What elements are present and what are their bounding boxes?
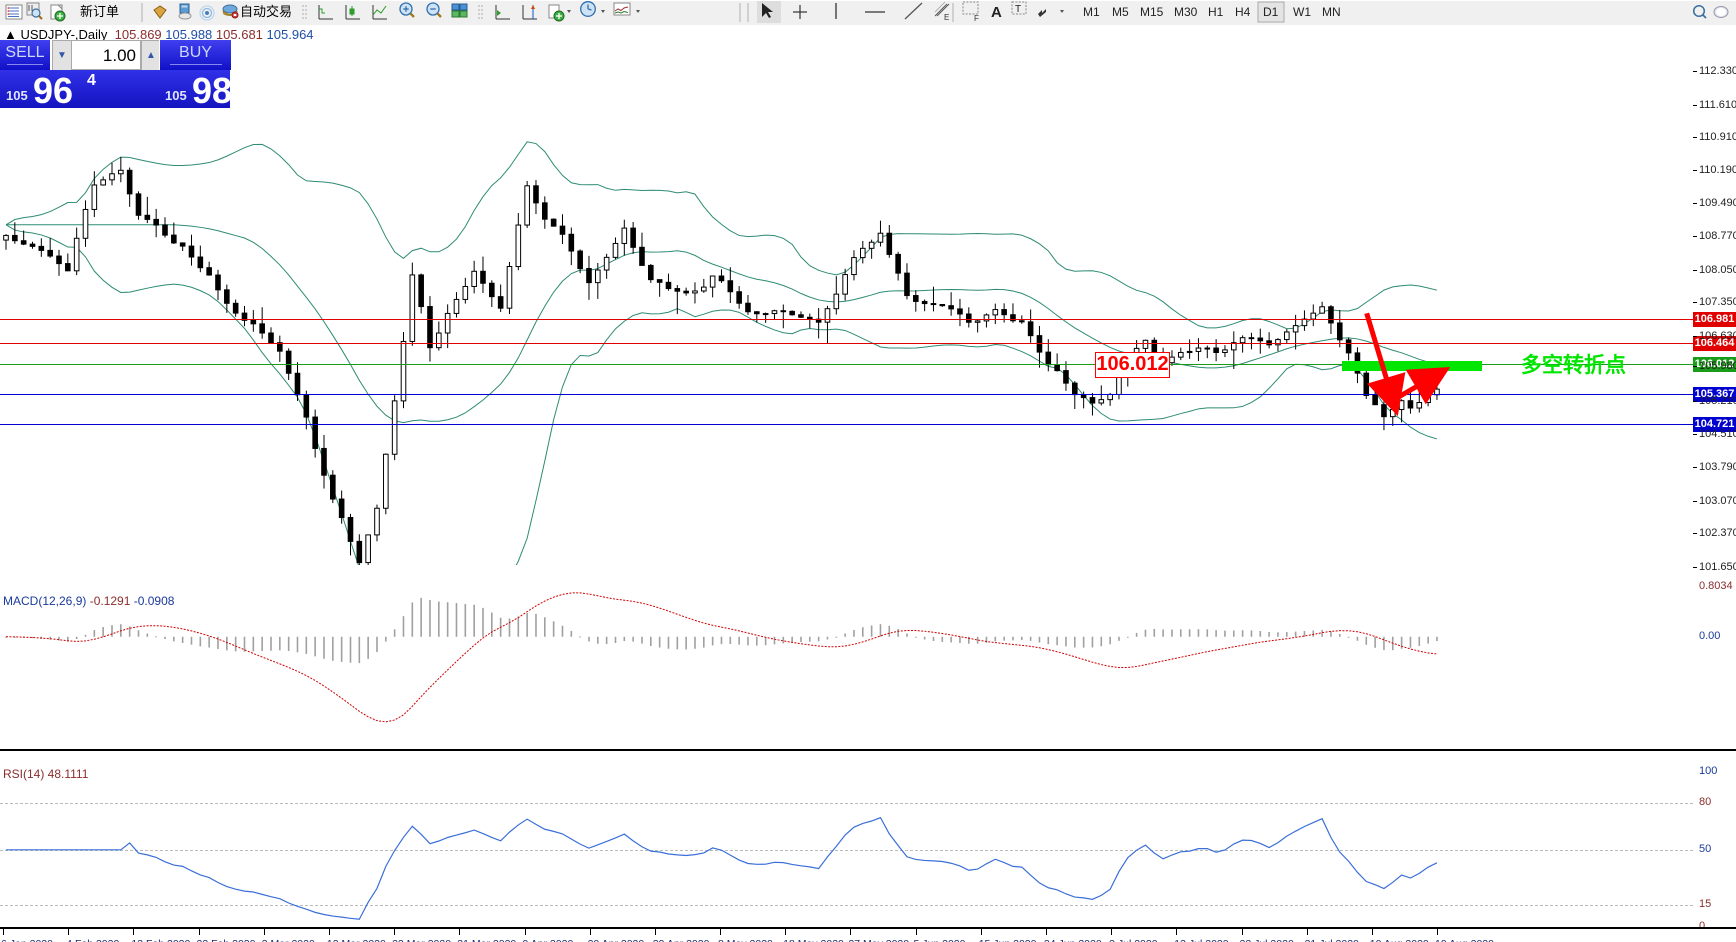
svg-text:MN: MN [1322, 5, 1341, 19]
svg-text:M1: M1 [1083, 5, 1100, 19]
svg-text:T: T [1015, 4, 1021, 15]
svg-text:M5: M5 [1112, 5, 1129, 19]
svg-text:H1: H1 [1208, 5, 1224, 19]
svg-text:A: A [991, 4, 1002, 21]
svg-text:E: E [944, 13, 949, 22]
svg-text:H4: H4 [1235, 5, 1251, 19]
svg-text:F: F [974, 14, 979, 23]
svg-text:自动交易: 自动交易 [240, 4, 292, 19]
svg-text:W1: W1 [1293, 5, 1311, 19]
svg-text:新订单: 新订单 [80, 4, 119, 19]
svg-text:M30: M30 [1174, 5, 1198, 19]
svg-text:M15: M15 [1140, 5, 1164, 19]
svg-text:D1: D1 [1263, 5, 1279, 19]
